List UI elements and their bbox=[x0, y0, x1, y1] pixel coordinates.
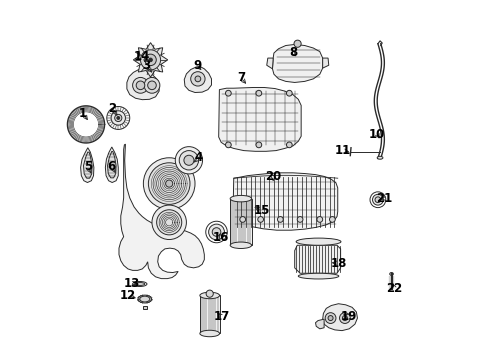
Text: 13: 13 bbox=[124, 277, 140, 290]
Text: 14: 14 bbox=[134, 50, 150, 63]
Text: 1: 1 bbox=[79, 107, 87, 120]
Polygon shape bbox=[218, 87, 301, 151]
Polygon shape bbox=[107, 151, 116, 178]
Text: 12: 12 bbox=[120, 289, 136, 302]
Circle shape bbox=[144, 54, 156, 66]
Circle shape bbox=[286, 90, 292, 96]
Polygon shape bbox=[81, 148, 94, 183]
Circle shape bbox=[374, 197, 380, 203]
Ellipse shape bbox=[135, 283, 144, 285]
Polygon shape bbox=[119, 144, 204, 279]
Text: 16: 16 bbox=[213, 231, 229, 244]
Polygon shape bbox=[83, 152, 92, 178]
Circle shape bbox=[111, 111, 125, 125]
Circle shape bbox=[147, 81, 156, 90]
Circle shape bbox=[205, 221, 227, 243]
Polygon shape bbox=[233, 173, 337, 230]
Ellipse shape bbox=[138, 295, 151, 303]
Text: 18: 18 bbox=[329, 257, 346, 270]
Circle shape bbox=[175, 147, 202, 174]
Circle shape bbox=[239, 217, 245, 222]
Polygon shape bbox=[315, 319, 324, 329]
Polygon shape bbox=[272, 44, 322, 82]
Polygon shape bbox=[184, 66, 211, 93]
Circle shape bbox=[136, 81, 144, 90]
Text: 4: 4 bbox=[194, 151, 203, 164]
Circle shape bbox=[152, 205, 186, 239]
Polygon shape bbox=[126, 68, 159, 100]
Polygon shape bbox=[322, 304, 357, 330]
Circle shape bbox=[117, 117, 120, 120]
Text: 3: 3 bbox=[142, 59, 150, 72]
Bar bbox=[142, 306, 147, 309]
Circle shape bbox=[148, 58, 152, 62]
Text: 20: 20 bbox=[264, 170, 281, 183]
Text: 21: 21 bbox=[375, 192, 392, 205]
Circle shape bbox=[277, 217, 283, 222]
Circle shape bbox=[179, 150, 198, 170]
Circle shape bbox=[225, 90, 231, 96]
Circle shape bbox=[255, 142, 261, 148]
Circle shape bbox=[132, 77, 148, 93]
Ellipse shape bbox=[200, 292, 219, 299]
Ellipse shape bbox=[389, 273, 392, 275]
Circle shape bbox=[115, 114, 122, 122]
Circle shape bbox=[212, 228, 221, 236]
Circle shape bbox=[255, 90, 261, 96]
Circle shape bbox=[257, 217, 263, 222]
Text: 7: 7 bbox=[236, 71, 244, 84]
Circle shape bbox=[143, 158, 195, 210]
Circle shape bbox=[190, 72, 204, 86]
Polygon shape bbox=[105, 147, 118, 183]
Ellipse shape bbox=[200, 330, 219, 337]
Bar bbox=[200, 296, 219, 333]
Circle shape bbox=[140, 50, 160, 70]
Circle shape bbox=[372, 194, 383, 205]
Text: 11: 11 bbox=[334, 144, 350, 157]
Polygon shape bbox=[294, 245, 340, 273]
Ellipse shape bbox=[298, 273, 338, 279]
Circle shape bbox=[293, 40, 301, 47]
Circle shape bbox=[206, 290, 213, 297]
Circle shape bbox=[144, 77, 160, 93]
Circle shape bbox=[325, 313, 335, 323]
Bar bbox=[230, 199, 251, 245]
Circle shape bbox=[106, 107, 129, 130]
Text: 5: 5 bbox=[83, 160, 92, 173]
Text: 2: 2 bbox=[108, 102, 116, 115]
Circle shape bbox=[327, 316, 332, 320]
Circle shape bbox=[329, 217, 335, 222]
Text: 8: 8 bbox=[288, 46, 296, 59]
Polygon shape bbox=[133, 42, 167, 77]
Circle shape bbox=[148, 163, 190, 204]
Circle shape bbox=[286, 142, 292, 148]
Circle shape bbox=[208, 224, 224, 240]
Ellipse shape bbox=[376, 156, 382, 159]
Ellipse shape bbox=[230, 195, 251, 202]
Circle shape bbox=[156, 210, 182, 235]
Text: 6: 6 bbox=[107, 160, 116, 173]
Ellipse shape bbox=[296, 238, 340, 245]
Ellipse shape bbox=[132, 282, 147, 287]
Text: 17: 17 bbox=[213, 310, 229, 324]
Circle shape bbox=[297, 217, 303, 222]
Polygon shape bbox=[322, 58, 328, 68]
Text: 9: 9 bbox=[193, 59, 201, 72]
Polygon shape bbox=[266, 58, 273, 69]
Text: 22: 22 bbox=[386, 282, 402, 295]
Text: 10: 10 bbox=[368, 127, 385, 141]
Text: 15: 15 bbox=[253, 204, 269, 217]
Ellipse shape bbox=[140, 296, 149, 302]
Circle shape bbox=[183, 155, 194, 165]
Circle shape bbox=[165, 180, 172, 187]
Circle shape bbox=[342, 316, 346, 320]
Text: 19: 19 bbox=[340, 310, 356, 324]
Circle shape bbox=[369, 192, 385, 208]
Circle shape bbox=[339, 313, 349, 323]
Circle shape bbox=[316, 217, 322, 222]
Circle shape bbox=[195, 76, 201, 82]
Ellipse shape bbox=[230, 242, 251, 248]
Circle shape bbox=[225, 142, 231, 148]
